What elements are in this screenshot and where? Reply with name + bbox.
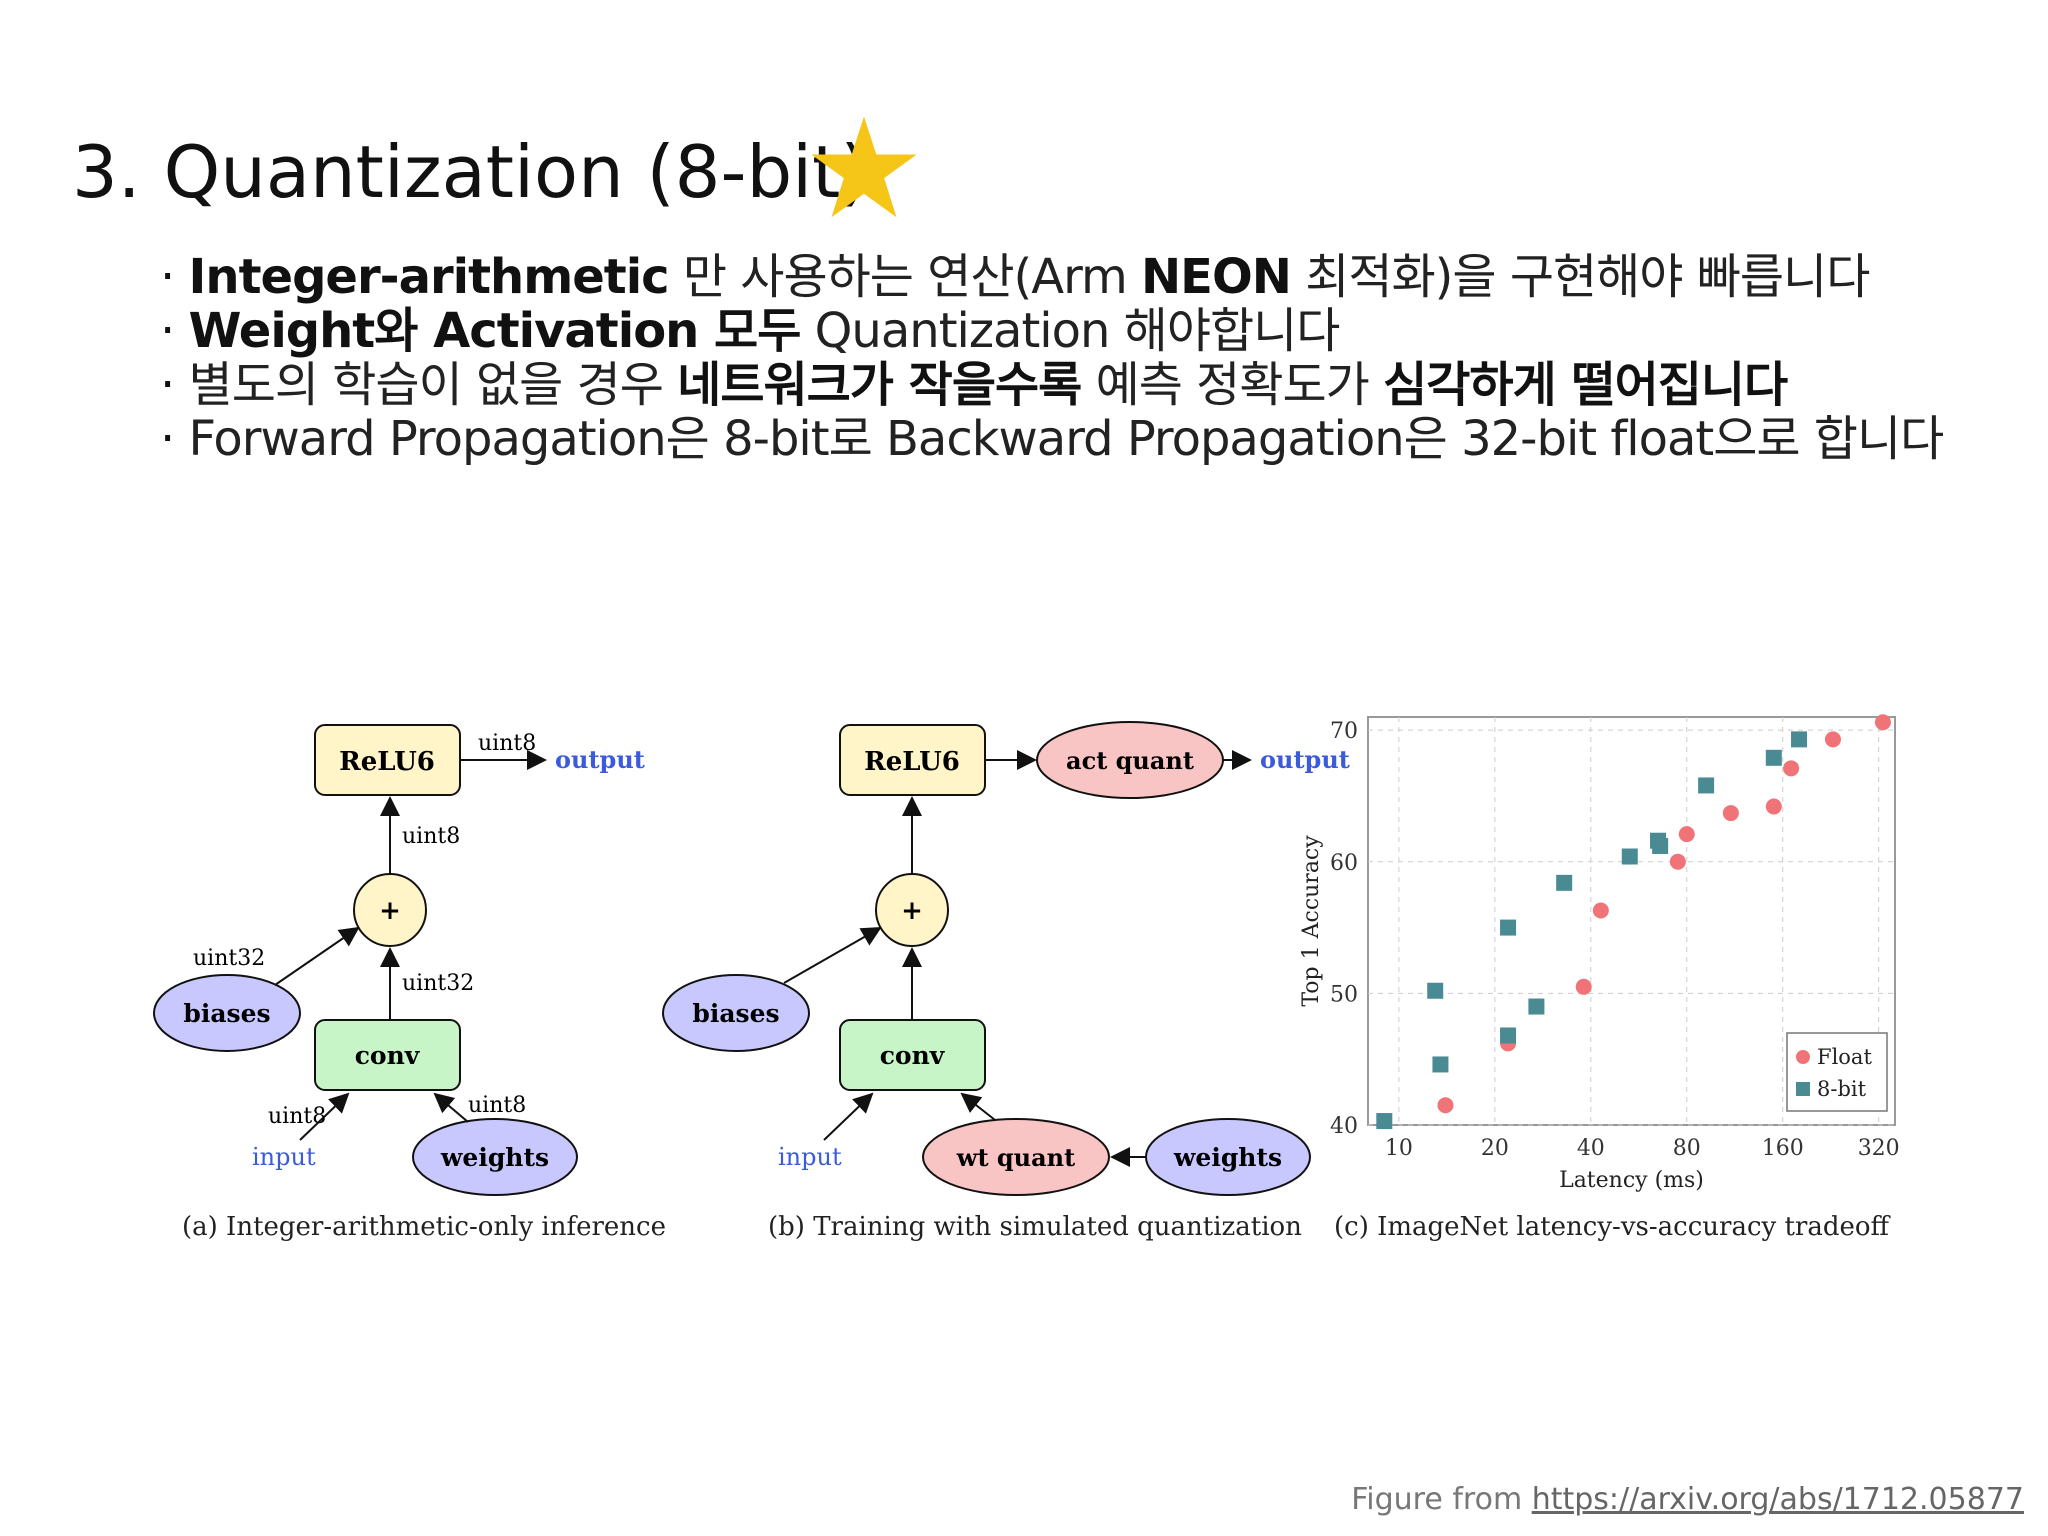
y-axis-label: Top 1 Accuracy bbox=[1299, 835, 1324, 1007]
data-point-8bit bbox=[1500, 1027, 1517, 1044]
data-point-float bbox=[1765, 798, 1782, 815]
data-point-8bit bbox=[1556, 874, 1573, 891]
biases-node-b bbox=[662, 974, 810, 1052]
legend-marker bbox=[1796, 1050, 1810, 1064]
biases-node-a bbox=[153, 974, 301, 1052]
x-axis-label: Latency (ms) bbox=[1559, 1168, 1704, 1193]
bullet-list: · Integer-arithmetic 만 사용하는 연산(Arm NEON … bbox=[160, 249, 1944, 467]
x-tick-label: 80 bbox=[1673, 1136, 1701, 1161]
x-tick-label: 320 bbox=[1858, 1136, 1900, 1161]
bullet-item: · 별도의 학습이 없을 경우 네트워크가 작을수록 예측 정확도가 심각하게 … bbox=[160, 357, 1788, 413]
data-point-float bbox=[1669, 853, 1686, 870]
data-point-float bbox=[1575, 978, 1592, 995]
caption-c: (c) ImageNet latency-vs-accuracy tradeof… bbox=[1334, 1212, 1892, 1242]
data-point-float bbox=[1437, 1097, 1454, 1114]
data-point-float bbox=[1722, 805, 1739, 822]
weights-label-a: weights bbox=[440, 1143, 549, 1172]
data-point-8bit bbox=[1500, 919, 1517, 936]
input-label-a: input bbox=[252, 1143, 316, 1171]
x-tick-label: 40 bbox=[1577, 1136, 1605, 1161]
data-point-8bit bbox=[1376, 1113, 1393, 1130]
data-point-8bit bbox=[1765, 749, 1782, 766]
biases-label-b: biases bbox=[692, 999, 779, 1028]
diagram-b: ReLU6 act quant output + biases conv inp… bbox=[662, 721, 1350, 1242]
edge-label: uint32 bbox=[193, 946, 265, 971]
x-tick-label: 10 bbox=[1385, 1136, 1413, 1161]
biases-label-a: biases bbox=[183, 999, 270, 1028]
arxiv-link[interactable]: https://arxiv.org/abs/1712.05877 bbox=[1531, 1482, 2024, 1517]
relu-label-b: ReLU6 bbox=[864, 747, 960, 777]
data-point-8bit bbox=[1427, 982, 1444, 999]
weights-node-a bbox=[412, 1118, 578, 1196]
y-tick-label: 40 bbox=[1330, 1114, 1358, 1139]
data-point-float bbox=[1592, 902, 1609, 919]
data-point-8bit bbox=[1652, 837, 1669, 854]
edge-label: uint8 bbox=[402, 824, 460, 849]
legend-marker bbox=[1796, 1082, 1810, 1096]
star-icon bbox=[811, 116, 917, 218]
y-tick-label: 70 bbox=[1330, 719, 1358, 744]
act-quant-label: act quant bbox=[1066, 746, 1194, 775]
data-point-float bbox=[1783, 760, 1800, 777]
input-label-b: input bbox=[778, 1143, 842, 1171]
data-point-8bit bbox=[1791, 731, 1808, 748]
bullet-item: · Integer-arithmetic 만 사용하는 연산(Arm NEON … bbox=[160, 249, 1870, 305]
figure-credit: Figure from https://arxiv.org/abs/1712.0… bbox=[1351, 1482, 2024, 1517]
legend-label: 8-bit bbox=[1817, 1077, 1867, 1101]
data-point-8bit bbox=[1528, 998, 1545, 1015]
weights-label-b: weights bbox=[1173, 1143, 1282, 1172]
relu-label-a: ReLU6 bbox=[339, 747, 435, 777]
legend-box bbox=[1786, 1032, 1888, 1112]
conv-label-b: conv bbox=[880, 1041, 946, 1070]
conv-node-a bbox=[314, 1019, 461, 1091]
x-tick-label: 20 bbox=[1481, 1136, 1509, 1161]
edge-label: uint8 bbox=[268, 1104, 326, 1129]
figure-panel: ReLU6 uint8 output + uint8 biases uint32… bbox=[153, 714, 1900, 1242]
output-label-b: output bbox=[1260, 745, 1350, 774]
caption-a: (a) Integer-arithmetic-only inference bbox=[182, 1212, 666, 1242]
data-point-8bit bbox=[1621, 848, 1638, 865]
plus-label-a: + bbox=[379, 896, 401, 926]
chart-c: 10 20 40 80 160 320 40 50 60 70 Latency (ms) Top 1 … bbox=[1299, 714, 1900, 1242]
diagram-a: ReLU6 uint8 output + uint8 biases uint32… bbox=[153, 724, 666, 1242]
bullet-item: · Forward Propagation은 8-bit로 Backward P… bbox=[160, 411, 1944, 467]
wt-quant-label: wt quant bbox=[956, 1143, 1075, 1172]
plus-label-b: + bbox=[901, 896, 923, 926]
bullet-item: · Weight와 Activation 모두 Quantization 해야합… bbox=[160, 303, 1340, 359]
y-tick-label: 60 bbox=[1330, 851, 1358, 876]
output-label-a: output bbox=[555, 745, 645, 774]
y-tick-label: 50 bbox=[1330, 982, 1358, 1007]
edge-label: uint8 bbox=[478, 731, 536, 756]
data-point-8bit bbox=[1698, 777, 1715, 794]
legend-label: Float bbox=[1817, 1045, 1872, 1069]
data-point-8bit bbox=[1432, 1056, 1449, 1073]
caption-b: (b) Training with simulated quantization bbox=[768, 1212, 1302, 1242]
slide-title: 3. Quantization (8-bit) bbox=[72, 130, 869, 214]
x-tick-label: 160 bbox=[1762, 1136, 1804, 1161]
wt-quant-node bbox=[922, 1118, 1110, 1196]
data-point-float bbox=[1678, 826, 1695, 843]
conv-label-a: conv bbox=[355, 1041, 421, 1070]
edge-label: uint8 bbox=[468, 1093, 526, 1118]
data-point-float bbox=[1824, 731, 1841, 748]
data-point-float bbox=[1874, 714, 1891, 731]
edge-label: uint32 bbox=[402, 971, 474, 996]
